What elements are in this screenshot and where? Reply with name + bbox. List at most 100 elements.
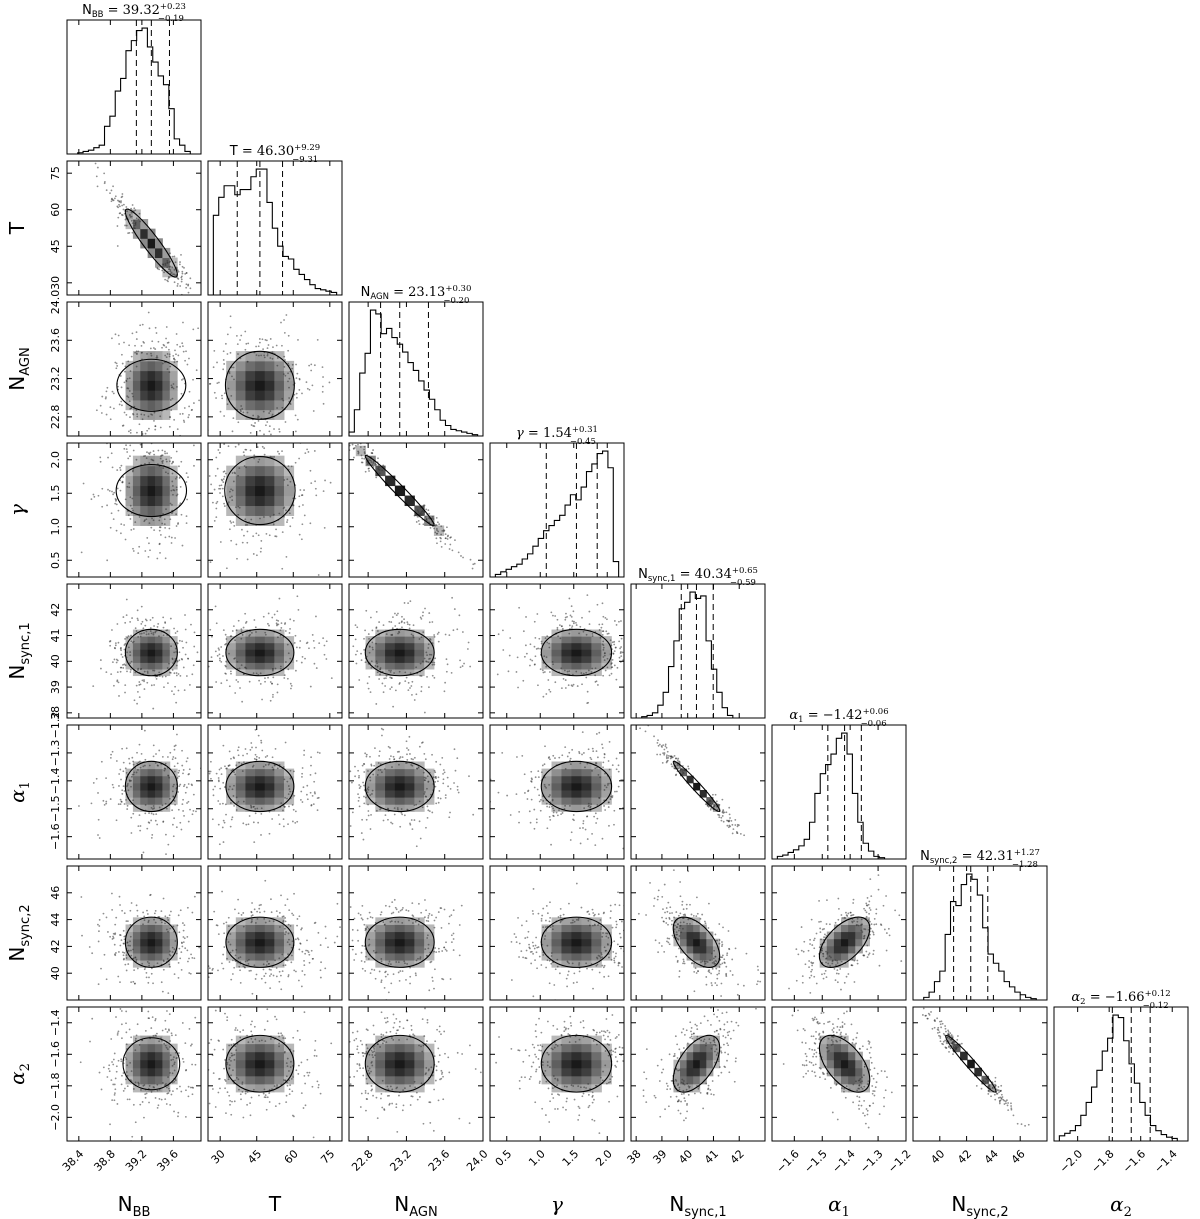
sample-point-T-Nsync2 xyxy=(288,943,291,946)
sample-point-T-Nsync2 xyxy=(306,939,308,942)
sample-point-T-alpha1 xyxy=(245,823,248,826)
sample-point-T-NAGN xyxy=(281,397,284,400)
sample-point-gamma-Nsync1 xyxy=(604,669,607,672)
sample-point-NBB-alpha1 xyxy=(118,773,121,775)
sample-point-NBB-alpha1 xyxy=(168,776,171,779)
sample-point-gamma-Nsync1 xyxy=(609,653,612,656)
sample-point-gamma-Nsync1 xyxy=(538,637,541,640)
sample-point-T-NAGN xyxy=(266,347,269,349)
sample-point-Nsync1-alpha1 xyxy=(669,757,672,760)
density-bin-NBB-alpha1 xyxy=(155,761,163,770)
sample-point-T-alpha1 xyxy=(244,748,247,750)
density-bin-gamma-Nsync2 xyxy=(541,931,553,940)
sample-point-T-Nsync1 xyxy=(279,667,282,670)
density-bin-NBB-gamma xyxy=(132,465,141,477)
sample-point-NBB-alpha1 xyxy=(132,773,135,776)
sample-point-NBB-Nsync2 xyxy=(98,918,101,921)
sample-point-T-NAGN xyxy=(239,339,241,341)
density-bin-gamma-Nsync2 xyxy=(591,960,602,968)
sample-point-T-Nsync2 xyxy=(278,980,281,983)
sample-point-NBB-Nsync2 xyxy=(129,923,132,926)
sample-point-T-alpha1 xyxy=(276,767,279,770)
sample-point-NAGN-Nsync1 xyxy=(370,660,373,663)
sample-point-NBB-T xyxy=(129,214,131,217)
density-bin-NBB-NAGN xyxy=(132,399,141,411)
density-bin-gamma-Nsync1 xyxy=(551,655,562,663)
sample-point-T-gamma xyxy=(219,492,221,494)
sample-point-NBB-Nsync1 xyxy=(111,629,113,631)
sample-point-gamma-Nsync2 xyxy=(548,982,551,985)
sample-point-NAGN-Nsync1 xyxy=(412,624,415,627)
sample-point-NBB-gamma xyxy=(149,451,152,454)
sample-point-T-alpha1 xyxy=(289,790,292,793)
sample-point-gamma-alpha1 xyxy=(563,807,566,810)
sample-point-gamma-Nsync1 xyxy=(608,674,611,677)
sample-point-NBB-Nsync2 xyxy=(111,892,113,895)
sample-point-T-Nsync2 xyxy=(213,910,216,913)
sample-point-T-gamma xyxy=(276,450,279,453)
density-bin-gamma-Nsync1 xyxy=(591,636,602,644)
density-bin-gamma-Nsync1 xyxy=(571,649,582,657)
sample-point-NBB-T xyxy=(130,211,133,214)
sample-point-T-Nsync2 xyxy=(300,928,303,931)
sample-point-NBB-Nsync2 xyxy=(136,909,139,912)
density-bin-NBB-Nsync2 xyxy=(162,924,171,933)
sample-point-T-Nsync1 xyxy=(230,672,232,675)
sample-point-T-alpha1 xyxy=(282,825,285,828)
sample-point-NAGN-Nsync1 xyxy=(433,663,436,666)
sample-point-NAGN-Nsync1 xyxy=(410,633,413,636)
sample-point-gamma-alpha1 xyxy=(603,789,606,791)
density-bin-Nsync1-alpha1 xyxy=(699,789,707,798)
sample-point-NBB-Nsync1 xyxy=(124,621,127,624)
sample-point-T-Nsync1 xyxy=(249,633,251,636)
scatter-content-NAGN-Nsync2 xyxy=(349,898,463,1000)
sample-point-T-gamma xyxy=(238,506,241,509)
sample-point-NBB-alpha1 xyxy=(148,764,151,767)
sample-point-NAGN-gamma xyxy=(429,526,432,529)
sample-point-NBB-alpha1 xyxy=(154,762,157,764)
density-bin-T-gamma xyxy=(264,495,275,507)
density-bin-NBB-alpha1 xyxy=(132,797,141,805)
sample-point-NAGN-gamma xyxy=(440,525,443,528)
sample-point-NBB-gamma xyxy=(175,486,178,489)
sample-point-NBB-gamma xyxy=(97,494,100,497)
sample-point-NBB-gamma xyxy=(164,536,167,539)
sample-point-NBB-T xyxy=(156,267,159,269)
sample-point-gamma-Nsync1 xyxy=(502,629,504,632)
sample-point-NAGN-alpha1 xyxy=(438,790,441,792)
sample-point-NBB-T xyxy=(169,270,171,273)
sample-point-NBB-Nsync2 xyxy=(130,981,133,984)
sample-point-NBB-T xyxy=(128,231,131,234)
sample-point-NAGN-gamma xyxy=(469,558,472,561)
density-bin-T-Nsync2 xyxy=(283,952,295,961)
density-bin-gamma-Nsync1 xyxy=(591,662,602,670)
density-bin-NBB-NAGN xyxy=(125,370,134,381)
sample-point-NAGN-Nsync2 xyxy=(368,938,371,941)
density-bin-T-Nsync2 xyxy=(245,924,256,933)
sample-point-T-Nsync2 xyxy=(287,923,290,926)
sample-point-gamma-Nsync1 xyxy=(570,605,573,608)
sample-point-NAGN-gamma xyxy=(437,530,440,533)
sample-point-T-NAGN xyxy=(254,422,256,424)
sample-point-gamma-Nsync1 xyxy=(572,683,575,686)
sample-point-NBB-NAGN xyxy=(188,357,190,360)
sample-point-NBB-Nsync2 xyxy=(146,909,148,912)
contour-T-Nsync2 xyxy=(225,916,295,968)
sample-point-T-alpha1 xyxy=(313,780,316,783)
sample-point-NBB-Nsync2 xyxy=(145,976,148,979)
sample-point-NBB-alpha1 xyxy=(98,837,101,839)
sample-point-NAGN-alpha1 xyxy=(367,810,370,812)
sample-point-gamma-Nsync1 xyxy=(613,664,616,667)
sample-point-NAGN-Nsync1 xyxy=(443,690,446,693)
sample-point-T-NAGN xyxy=(244,348,247,351)
sample-point-T-alpha1 xyxy=(211,818,214,821)
sample-point-NBB-gamma xyxy=(149,549,151,552)
density-bin-NBB-Nsync2 xyxy=(155,931,163,940)
sample-point-NBB-T xyxy=(112,185,114,188)
sample-point-NBB-Nsync2 xyxy=(177,914,180,917)
sample-point-gamma-Nsync1 xyxy=(517,686,519,689)
sample-point-NAGN-alpha1 xyxy=(369,779,372,782)
density-bin-NAGN-Nsync1 xyxy=(385,636,396,644)
sample-point-T-alpha1 xyxy=(283,805,286,808)
sample-point-NBB-Nsync2 xyxy=(97,983,100,986)
